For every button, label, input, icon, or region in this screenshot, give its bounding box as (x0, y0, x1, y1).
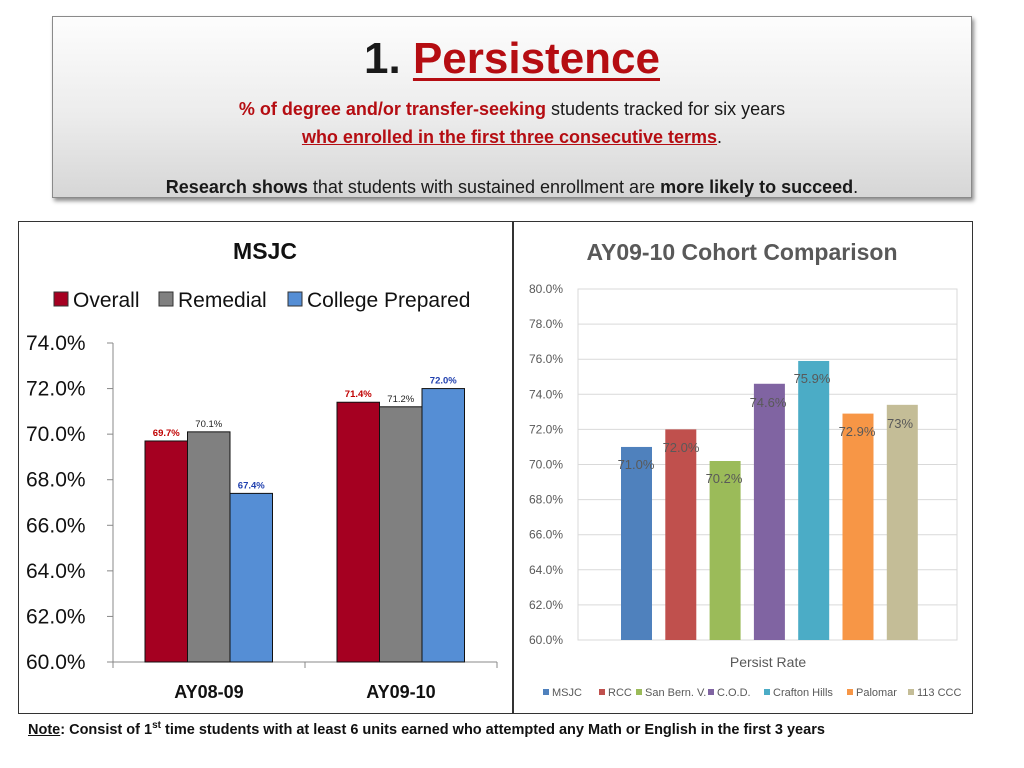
page-title: 1. Persistence (53, 31, 971, 87)
subtitle-line-2: who enrolled in the first three consecut… (53, 125, 971, 149)
cohort-y-tick-label: 68.0% (529, 493, 563, 507)
msjc-data-label: 71.4% (345, 389, 372, 400)
msjc-category-label: AY08-09 (174, 682, 243, 702)
note-text-a: : Consist of 1 (60, 721, 153, 738)
cohort-legend-swatch (908, 689, 914, 695)
research-emphasis: more likely to succeed (660, 177, 854, 197)
msjc-y-tick-label: 66.0% (26, 514, 86, 537)
cohort-data-label: 73% (887, 416, 913, 431)
cohort-data-label: 71.0% (618, 457, 655, 472)
cohort-chart-title: AY09-10 Cohort Comparison (587, 239, 898, 265)
msjc-y-tick-label: 72.0% (26, 378, 86, 401)
msjc-data-label: 67.4% (238, 480, 265, 491)
msjc-y-tick-label: 70.0% (26, 423, 86, 446)
legend-swatch-college-prepared (287, 291, 303, 307)
cohort-x-axis-label: Persist Rate (730, 654, 806, 670)
cohort-bar-palomar (842, 413, 874, 640)
research-period: . (853, 177, 859, 197)
cohort-bar-rcc (665, 429, 697, 640)
cohort-bar-crafton-hills (798, 360, 830, 640)
note-text-b: time students with at least 6 units earn… (160, 721, 825, 738)
cohort-legend-label: Palomar (856, 687, 897, 699)
cohort-y-tick-label: 64.0% (529, 563, 563, 577)
msjc-bar-remedial (379, 406, 423, 663)
cohort-data-label: 72.9% (839, 424, 876, 439)
msjc-chart-title: MSJC (233, 238, 297, 264)
subtitle-period: . (717, 127, 723, 147)
cohort-bar-c-o-d- (753, 383, 785, 640)
msjc-y-tick-label: 68.0% (26, 469, 86, 492)
cohort-bar-san-bern-v- (709, 460, 741, 640)
note-label: Note (28, 721, 61, 738)
cohort-y-tick-label: 76.0% (529, 352, 563, 366)
legend-swatch-remedial (158, 291, 174, 307)
msjc-bar-overall (144, 440, 188, 663)
cohort-data-label: 74.6% (750, 395, 787, 410)
cohort-y-tick-label: 78.0% (529, 317, 563, 331)
cohort-data-label: 70.2% (706, 471, 743, 486)
msjc-y-tick-label: 60.0% (26, 651, 86, 674)
cohort-legend-label: 113 CCC (917, 687, 961, 699)
research-line: Research shows that students with sustai… (53, 175, 971, 199)
cohort-legend-label: San Bern. V. (645, 687, 706, 699)
cohort-legend-swatch (543, 689, 549, 695)
cohort-legend-label: RCC (608, 687, 632, 699)
cohort-legend-swatch (599, 689, 605, 695)
msjc-data-label: 70.1% (195, 419, 222, 430)
panel-divider (512, 221, 514, 714)
cohort-legend-label: Crafton Hills (773, 687, 833, 699)
msjc-bar-overall (336, 401, 380, 663)
cohort-y-tick-label: 60.0% (529, 633, 563, 647)
cohort-bar-113-ccc (886, 404, 918, 640)
msjc-bar-college-prepared (421, 388, 465, 663)
cohort-y-tick-label: 74.0% (529, 387, 563, 401)
subtitle-highlight: % of degree and/or transfer-seeking (238, 99, 546, 119)
cohort-bar-msjc (621, 446, 652, 640)
research-lead: Research shows (165, 177, 308, 197)
subtitle-underlined: who enrolled in the first three consecut… (301, 127, 718, 147)
note-superscript: st (152, 720, 161, 731)
cohort-legend-swatch (708, 689, 714, 695)
research-text: that students with sustained enrollment … (307, 177, 661, 197)
cohort-legend-label: MSJC (552, 687, 582, 699)
legend-label-college-prepared: College Prepared (307, 289, 470, 312)
legend-label-overall: Overall (73, 289, 140, 312)
footnote: Note: Consist of 1st time students with … (28, 720, 825, 738)
title-number: 1. (364, 34, 401, 83)
legend-swatch-overall (53, 291, 69, 307)
msjc-y-tick-label: 62.0% (26, 605, 86, 628)
subtitle-text: students tracked for six years (545, 99, 786, 119)
title-banner: 1. Persistence % of degree and/or transf… (52, 16, 972, 198)
cohort-legend-swatch (847, 689, 853, 695)
msjc-data-label: 71.2% (387, 394, 414, 405)
msjc-bar-college-prepared (229, 492, 273, 663)
legend-label-remedial: Remedial (178, 289, 267, 312)
msjc-category-label: AY09-10 (366, 682, 435, 702)
msjc-y-tick-label: 64.0% (26, 560, 86, 583)
msjc-y-tick-label: 74.0% (26, 332, 86, 355)
cohort-y-tick-label: 70.0% (529, 458, 563, 472)
cohort-data-label: 75.9% (794, 371, 831, 386)
cohort-legend-label: C.O.D. (717, 687, 751, 699)
cohort-data-label: 72.0% (663, 440, 700, 455)
cohort-y-tick-label: 80.0% (529, 282, 563, 296)
subtitle-line-1: % of degree and/or transfer-seeking stud… (53, 97, 971, 121)
msjc-bar-remedial (187, 431, 231, 663)
cohort-y-tick-label: 66.0% (529, 528, 563, 542)
cohort-y-tick-label: 72.0% (529, 422, 563, 436)
cohort-legend-swatch (636, 689, 642, 695)
cohort-legend-swatch (764, 689, 770, 695)
msjc-data-label: 72.0% (430, 376, 457, 387)
cohort-y-tick-label: 62.0% (529, 598, 563, 612)
msjc-data-label: 69.7% (153, 428, 180, 439)
title-word: Persistence (412, 34, 660, 83)
